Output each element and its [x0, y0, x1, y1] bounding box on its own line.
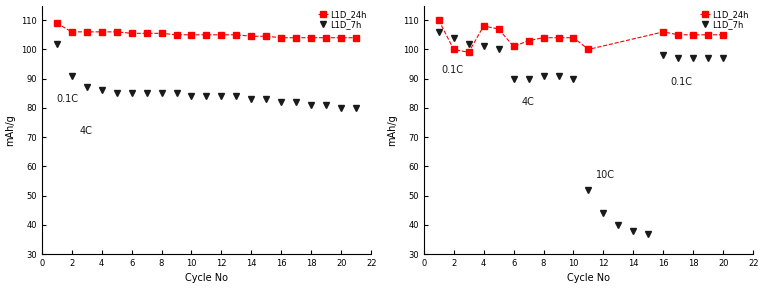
- L1D_24h: [172, 33, 181, 36]
- L1D_7h: [292, 100, 301, 104]
- L1D_7h: [187, 95, 196, 98]
- L1D_7h: [262, 97, 271, 101]
- L1D_7h: [719, 56, 728, 60]
- L1D_24h: [112, 30, 121, 34]
- L1D_7h: [67, 74, 76, 77]
- L1D_24h: [584, 48, 593, 51]
- L1D_24h: [187, 33, 196, 36]
- L1D_24h: [351, 36, 361, 39]
- L1D_7h: [127, 92, 136, 95]
- L1D_24h: [719, 33, 728, 36]
- L1D_7h: [52, 42, 61, 45]
- L1D_24h: [292, 36, 301, 39]
- Legend: L1D_24h, L1D_7h: L1D_24h, L1D_7h: [698, 8, 751, 31]
- L1D_7h: [629, 229, 638, 232]
- L1D_24h: [127, 32, 136, 35]
- L1D_24h: [262, 34, 271, 38]
- L1D_7h: [613, 223, 623, 227]
- L1D_24h: [247, 34, 256, 38]
- Text: 4C: 4C: [521, 97, 534, 107]
- L1D_24h: [306, 36, 316, 39]
- L1D_7h: [142, 92, 151, 95]
- L1D_7h: [82, 86, 91, 89]
- L1D_24h: [277, 36, 286, 39]
- Line: L1D_24h: L1D_24h: [436, 17, 726, 55]
- L1D_24h: [52, 21, 61, 25]
- L1D_24h: [569, 36, 578, 39]
- L1D_7h: [112, 92, 121, 95]
- L1D_24h: [674, 33, 683, 36]
- L1D_7h: [172, 92, 181, 95]
- L1D_7h: [247, 97, 256, 101]
- L1D_7h: [157, 92, 166, 95]
- L1D_24h: [337, 36, 346, 39]
- Text: 0.1C: 0.1C: [442, 65, 464, 75]
- L1D_7h: [554, 74, 563, 77]
- L1D_24h: [554, 36, 563, 39]
- L1D_7h: [688, 56, 698, 60]
- L1D_7h: [584, 188, 593, 191]
- L1D_24h: [464, 51, 473, 54]
- L1D_24h: [659, 30, 668, 34]
- L1D_24h: [202, 33, 211, 36]
- Text: 0.1C: 0.1C: [671, 77, 693, 87]
- Y-axis label: mAh/g: mAh/g: [5, 114, 15, 146]
- Text: 0.1C: 0.1C: [57, 94, 79, 104]
- L1D_24h: [449, 48, 458, 51]
- L1D_7h: [674, 56, 683, 60]
- L1D_7h: [351, 106, 361, 110]
- L1D_7h: [231, 95, 241, 98]
- L1D_24h: [67, 30, 76, 34]
- X-axis label: Cycle No: Cycle No: [567, 273, 610, 284]
- Line: L1D_7h: L1D_7h: [54, 41, 359, 111]
- Text: 4C: 4C: [79, 126, 92, 136]
- L1D_24h: [97, 30, 106, 34]
- L1D_7h: [524, 77, 533, 80]
- L1D_7h: [217, 95, 226, 98]
- L1D_7h: [337, 106, 346, 110]
- L1D_24h: [231, 33, 241, 36]
- Text: 10C: 10C: [596, 170, 615, 180]
- L1D_7h: [464, 42, 473, 45]
- Y-axis label: mAh/g: mAh/g: [387, 114, 397, 146]
- L1D_7h: [202, 95, 211, 98]
- L1D_24h: [434, 18, 443, 22]
- L1D_7h: [494, 48, 503, 51]
- L1D_7h: [539, 74, 548, 77]
- L1D_7h: [569, 77, 578, 80]
- L1D_24h: [142, 32, 151, 35]
- L1D_24h: [217, 33, 226, 36]
- L1D_24h: [509, 45, 518, 48]
- L1D_24h: [704, 33, 713, 36]
- L1D_7h: [659, 53, 668, 57]
- Line: L1D_24h: L1D_24h: [54, 20, 359, 40]
- L1D_7h: [434, 30, 443, 34]
- L1D_24h: [539, 36, 548, 39]
- L1D_7h: [644, 232, 653, 235]
- L1D_24h: [524, 39, 533, 42]
- Line: L1D_7h: L1D_7h: [436, 29, 726, 236]
- X-axis label: Cycle No: Cycle No: [185, 273, 228, 284]
- L1D_24h: [157, 32, 166, 35]
- L1D_7h: [277, 100, 286, 104]
- L1D_24h: [688, 33, 698, 36]
- L1D_7h: [599, 211, 608, 215]
- L1D_7h: [479, 45, 488, 48]
- L1D_7h: [306, 103, 316, 107]
- L1D_24h: [494, 27, 503, 31]
- L1D_24h: [479, 24, 488, 28]
- L1D_7h: [704, 56, 713, 60]
- L1D_24h: [82, 30, 91, 34]
- Legend: L1D_24h, L1D_7h: L1D_24h, L1D_7h: [316, 8, 369, 31]
- L1D_7h: [97, 89, 106, 92]
- L1D_7h: [322, 103, 331, 107]
- L1D_24h: [322, 36, 331, 39]
- L1D_7h: [509, 77, 518, 80]
- L1D_7h: [449, 36, 458, 39]
